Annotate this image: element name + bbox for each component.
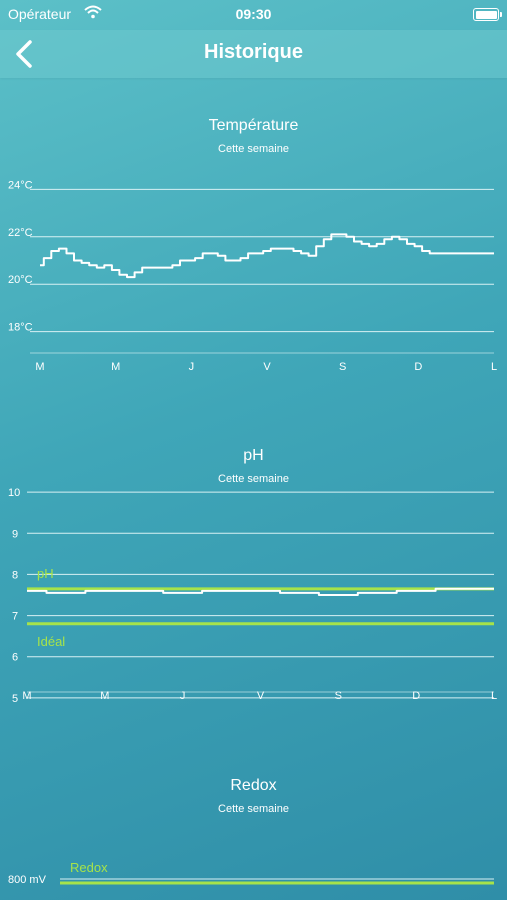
- ph-plot: 5 6 7 8 9 10 M M J V S D LpH Idéal: [8, 487, 497, 705]
- status-time: 09:30: [235, 6, 272, 22]
- status-bar: Opérateur 09:30: [0, 0, 507, 30]
- x-tick-label: D: [414, 361, 422, 373]
- y-tick-label: 20°C: [8, 274, 33, 286]
- x-tick-label: V: [257, 690, 265, 702]
- series-line: [27, 587, 494, 596]
- x-tick-label: V: [263, 361, 271, 373]
- x-tick-label: J: [189, 361, 195, 373]
- nav-bar: Historique: [0, 30, 507, 78]
- y-tick-label: 6: [12, 652, 18, 664]
- reference-label: Idéal: [37, 634, 65, 649]
- y-tick-label: 24°C: [8, 179, 33, 191]
- reference-label: Redox: [70, 860, 108, 875]
- y-tick-label: 7: [12, 611, 18, 623]
- chart-subtitle: Cette semaine: [218, 473, 289, 485]
- redox-plot: 800 mV Redox: [8, 860, 494, 886]
- redox-chart: Redox Cette semaine 800 mV Redox: [0, 770, 507, 900]
- y-tick-label: 800 mV: [8, 874, 47, 886]
- series-line: [40, 233, 494, 279]
- wifi-icon: [84, 5, 102, 19]
- x-tick-label: S: [339, 361, 346, 373]
- back-chevron-icon[interactable]: [10, 38, 40, 70]
- chart-subtitle: Cette semaine: [218, 143, 289, 155]
- x-tick-label: M: [35, 361, 44, 373]
- x-tick-label: M: [22, 690, 31, 702]
- temperature-plot: 18°C 20°C 22°C 24°C M M J V S D L: [8, 179, 497, 373]
- temperature-chart: Température Cette semaine 18°C 20°C 22°C 24…: [0, 110, 507, 390]
- x-tick-label: L: [491, 690, 497, 702]
- chart-title: Redox: [230, 777, 277, 794]
- x-tick-label: D: [412, 690, 420, 702]
- x-tick-label: M: [100, 690, 109, 702]
- x-tick-label: J: [180, 690, 186, 702]
- y-tick-label: 22°C: [8, 227, 33, 239]
- y-tick-label: 10: [8, 487, 20, 499]
- page-title: Historique: [204, 41, 303, 63]
- carrier-label: Opérateur: [8, 6, 72, 22]
- y-tick-label: 5: [12, 693, 18, 705]
- chart-title: pH: [243, 447, 264, 464]
- chart-subtitle: Cette semaine: [218, 803, 289, 815]
- y-tick-label: 8: [12, 569, 18, 581]
- y-tick-label: 9: [12, 528, 18, 540]
- x-tick-label: L: [491, 361, 497, 373]
- reference-label: pH: [37, 566, 54, 581]
- chart-title: Température: [208, 117, 299, 134]
- battery-icon: [473, 8, 502, 21]
- y-tick-label: 18°C: [8, 322, 33, 334]
- x-tick-label: S: [335, 690, 342, 702]
- x-tick-label: M: [111, 361, 120, 373]
